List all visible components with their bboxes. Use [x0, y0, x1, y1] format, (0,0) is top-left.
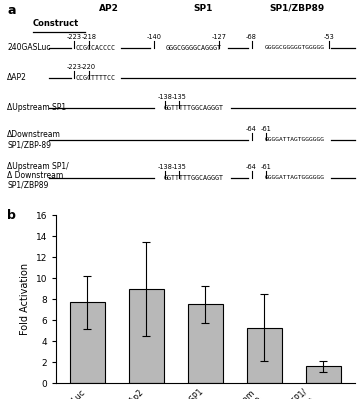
Text: SP1: SP1 — [193, 4, 212, 13]
Text: -220: -220 — [81, 64, 96, 70]
Text: GGGGCGGGGGTGGGGG: GGGGCGGGGGTGGGGG — [265, 45, 325, 50]
Text: AP2: AP2 — [99, 4, 118, 13]
Text: Construct: Construct — [33, 20, 79, 28]
Text: SP1/ZBP89: SP1/ZBP89 — [269, 4, 324, 13]
Text: ΔDownstream: ΔDownstream — [7, 130, 61, 138]
Text: a: a — [7, 4, 16, 17]
Text: GGGGATTAGTGGGGGG: GGGGATTAGTGGGGGG — [265, 137, 325, 142]
Text: ΔAP2: ΔAP2 — [7, 73, 27, 82]
Text: -64: -64 — [246, 164, 257, 170]
Text: -138: -138 — [157, 164, 172, 170]
Text: -138: -138 — [157, 94, 172, 100]
Text: -68: -68 — [246, 34, 257, 40]
Text: ΔUpstream SP1: ΔUpstream SP1 — [7, 103, 66, 112]
Text: SP1/ZBP89: SP1/ZBP89 — [7, 180, 49, 189]
Text: 240GASLuc: 240GASLuc — [7, 43, 51, 52]
Text: GGGCGGGGCAGGGT: GGGCGGGGCAGGGT — [166, 45, 222, 51]
Y-axis label: Fold Activation: Fold Activation — [20, 263, 30, 335]
Bar — [188, 304, 223, 383]
Text: Δ Downstream: Δ Downstream — [7, 171, 63, 180]
Text: -223: -223 — [67, 34, 82, 40]
Text: -64: -64 — [246, 126, 257, 132]
Text: -53: -53 — [324, 34, 335, 40]
Text: -61: -61 — [261, 126, 272, 132]
Text: CCGCCACCCC: CCGCCACCCC — [76, 45, 116, 51]
Bar — [70, 302, 105, 383]
Text: GGTTTTTGGCAGGGT: GGTTTTTGGCAGGGT — [164, 105, 224, 111]
Bar — [306, 366, 341, 383]
Bar — [247, 328, 282, 383]
Text: GGTTTTTGGCAGGGT: GGTTTTTGGCAGGGT — [164, 174, 224, 181]
Text: -61: -61 — [261, 164, 272, 170]
Text: -127: -127 — [211, 34, 227, 40]
Text: SP1/ZBP-89: SP1/ZBP-89 — [7, 141, 51, 150]
Text: -135: -135 — [172, 94, 187, 100]
Text: ΔUpstream SP1/: ΔUpstream SP1/ — [7, 162, 69, 171]
Bar — [129, 289, 164, 383]
Text: CCGCTTTTCC: CCGCTTTTCC — [76, 75, 116, 81]
Text: -140: -140 — [146, 34, 161, 40]
Text: -218: -218 — [81, 34, 96, 40]
Text: -223: -223 — [67, 64, 82, 70]
Text: -135: -135 — [172, 164, 187, 170]
Text: b: b — [7, 209, 16, 223]
Text: GGGGATTAGTGGGGGG: GGGGATTAGTGGGGGG — [265, 175, 325, 180]
